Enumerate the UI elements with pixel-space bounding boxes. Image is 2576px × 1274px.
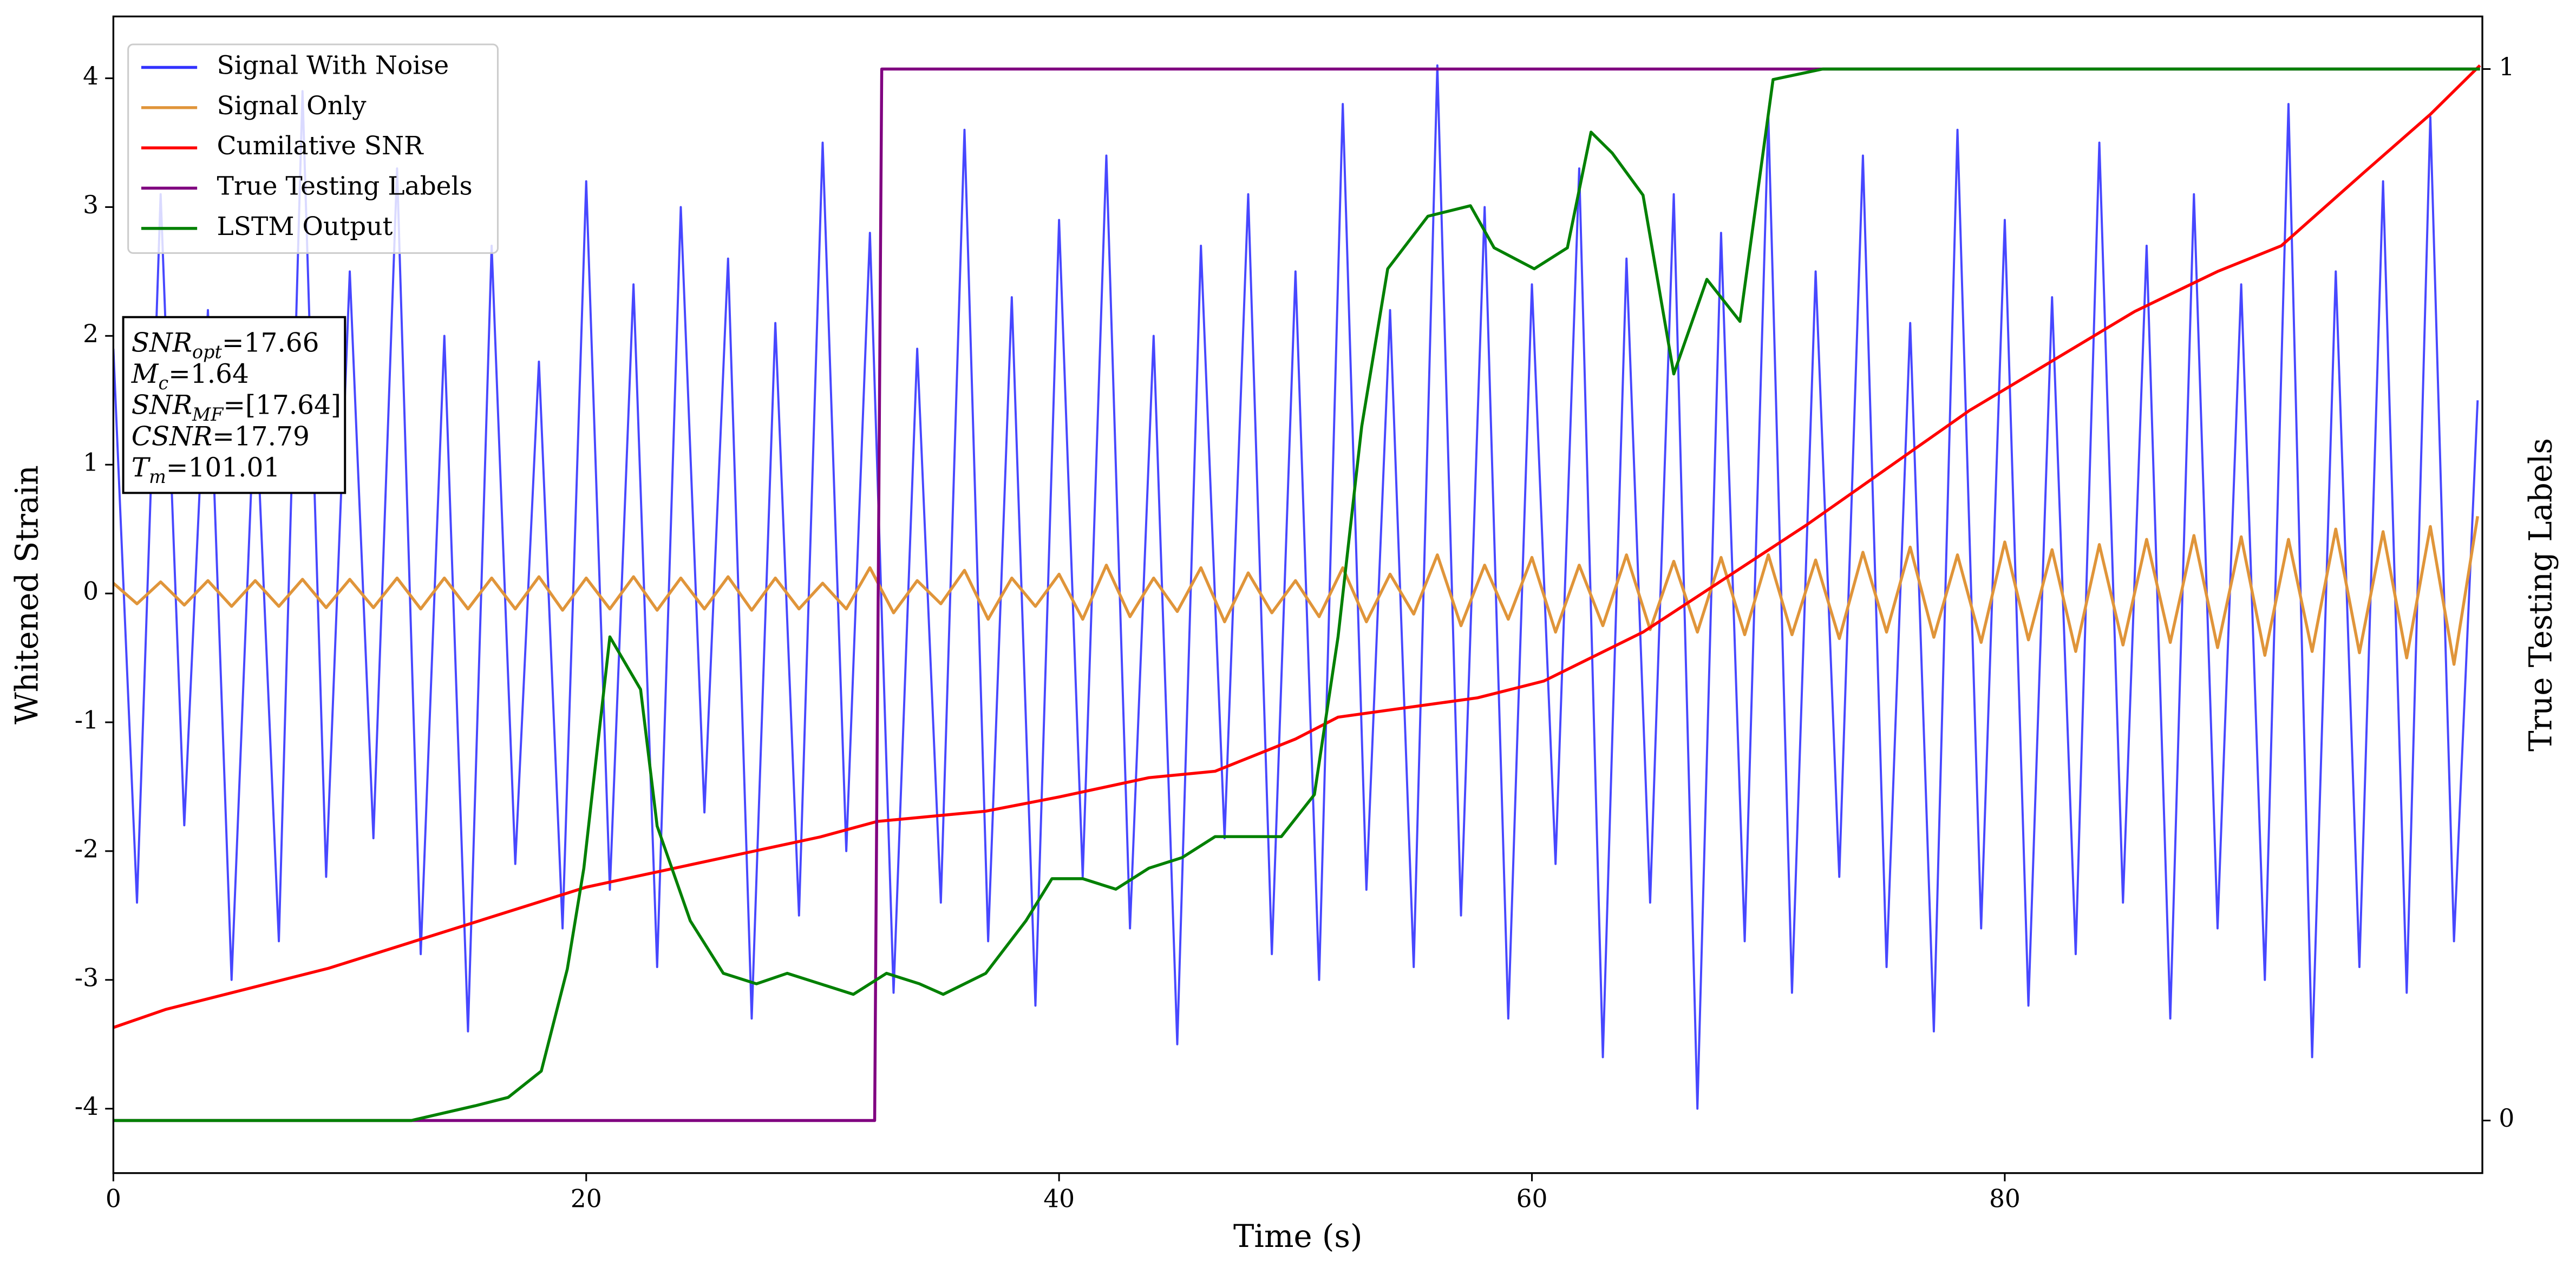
y-tick-label: 1	[83, 448, 99, 477]
y-tick-label: 2	[83, 319, 99, 348]
y-tick-label: 0	[83, 577, 99, 606]
series-line	[113, 515, 2479, 666]
y-axis-label: Whitened Strain	[9, 465, 45, 724]
legend-box	[127, 43, 499, 254]
annotation-text: =[17.64]	[223, 390, 341, 421]
legend-label: True Testing Labels	[217, 171, 473, 201]
annotation-symbol: T	[132, 453, 151, 483]
y2-tick-label: 1	[2499, 53, 2514, 81]
annotation-subscript: opt	[192, 342, 222, 363]
y-tick-label: 4	[83, 62, 99, 90]
annotation-subscript: MF	[192, 404, 224, 425]
annotation-symbol: M	[131, 359, 159, 389]
annotation-line: Tm=101.01	[132, 453, 280, 487]
annotation-line: Mc=1.64	[131, 359, 249, 394]
series-line	[113, 64, 2479, 1110]
x-axis-label: Time (s)	[1233, 1218, 1363, 1255]
annotation-text: =1.64	[168, 359, 249, 389]
x-tick-label: 80	[1989, 1185, 2021, 1213]
annotation-frame	[122, 316, 346, 494]
y-tick-label: -2	[75, 834, 99, 863]
legend-label: Signal Only	[217, 91, 367, 121]
y2-tick-label: 0	[2499, 1104, 2514, 1133]
legend: Signal With Noise Signal Only Cumilative S…	[127, 43, 499, 254]
y-tick-label: -3	[75, 963, 99, 992]
y2-axis-label: True Testing Labels	[2522, 438, 2559, 752]
annotation-line: SNRopt=17.66	[132, 328, 319, 362]
y-tick-label: 3	[83, 191, 99, 219]
legend-label: Signal With Noise	[217, 50, 449, 80]
annotation-symbol: CSNR	[132, 421, 212, 452]
legend-label: LSTM Output	[217, 212, 393, 241]
x-tick-label: 0	[106, 1185, 121, 1213]
series-line	[113, 67, 2480, 1122]
annotation-box: SNRopt=17.66Mc=1.64SNRMF=[17.64]CSNR=17.…	[122, 316, 346, 494]
y-tick-label: -1	[75, 706, 99, 735]
annotation-symbol: SNR	[132, 328, 192, 358]
annotation-line: SNRMF=[17.64]	[132, 390, 341, 425]
annotation-text: =17.79	[212, 421, 310, 452]
annotation-line: CSNR=17.79	[132, 421, 310, 452]
legend-label: Cumilative SNR	[217, 131, 424, 161]
annotation-subscript: m	[149, 466, 166, 487]
x-tick-label: 60	[1516, 1185, 1548, 1213]
annotation-subscript: c	[158, 373, 168, 394]
annotation-symbol: SNR	[132, 390, 192, 421]
annotation-text: =17.66	[222, 328, 319, 358]
plot-area	[113, 64, 2481, 1122]
x-tick-label: 40	[1043, 1185, 1075, 1213]
axes-frame	[112, 15, 2483, 1174]
x-tick-label: 20	[571, 1185, 602, 1213]
y-tick-label: -4	[75, 1092, 99, 1121]
series-line	[113, 67, 2480, 1122]
annotation-text: =101.01	[166, 453, 280, 483]
series-line	[113, 64, 2481, 1029]
